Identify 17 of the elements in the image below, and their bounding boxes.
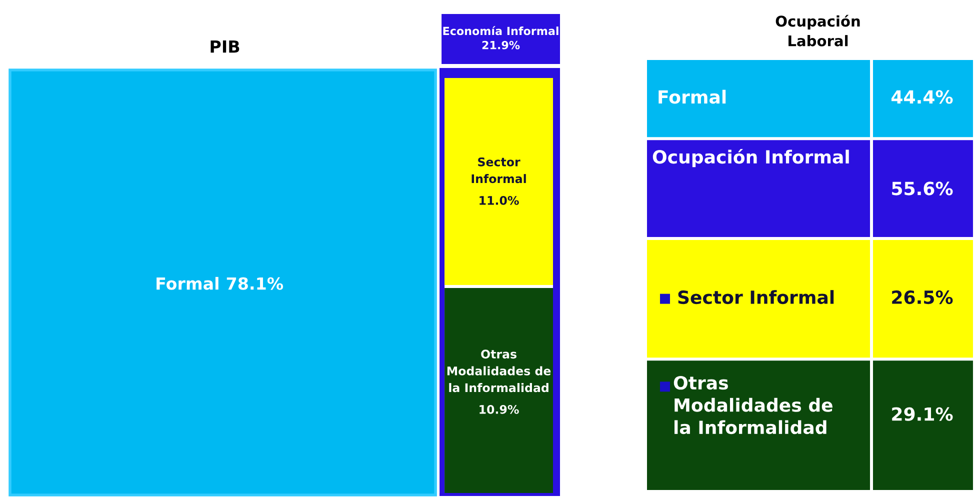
- text: Ocupación Laboral: [776, 14, 860, 46]
- category-label: Otras Modalidades de la Informalidad: [674, 376, 832, 434]
- data-label: 11.0%: [480, 196, 519, 205]
- data-label: 55.6%: [892, 182, 953, 196]
- category-label: Formal: [658, 90, 726, 104]
- category-label: Otras Modalidades de la Informalidad: [447, 350, 551, 392]
- category-label: Formal: [156, 276, 218, 290]
- data-label: 44.4%: [891, 90, 953, 104]
- category-label: Ocupación Informal: [652, 148, 849, 168]
- data-label: 10.9%: [480, 404, 519, 414]
- text: PIB: [210, 40, 240, 53]
- data-label: 26.5%: [892, 290, 953, 304]
- data-label: 78.1%: [226, 277, 284, 290]
- category-label: Sector Informal: [678, 290, 834, 304]
- data-label: 29.1%: [892, 407, 953, 421]
- category-label: Sector Informal: [472, 157, 526, 184]
- text: Economía Informal 21.9%: [443, 26, 558, 50]
